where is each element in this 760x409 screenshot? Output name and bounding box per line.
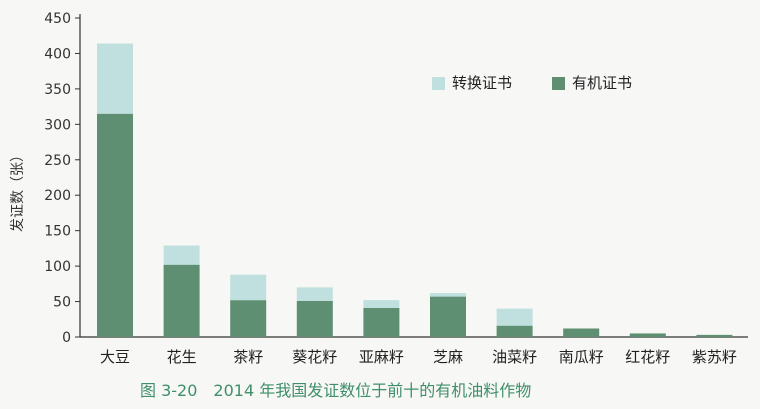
bar-organic-3	[296, 300, 333, 337]
y-axis-label: 发证数（张）	[10, 148, 26, 232]
x-tick-label: 花生	[167, 348, 197, 366]
y-axis: 0 50 100 150 200 250 300 350 400 450	[44, 11, 81, 346]
x-tick-label: 红花籽	[625, 348, 670, 366]
legend-label: 转换证书	[452, 74, 512, 92]
y-tick-label: 0	[62, 330, 71, 346]
x-tick-label: 亚麻籽	[359, 348, 404, 366]
legend-swatch	[552, 77, 565, 90]
bar-organic-0	[97, 113, 133, 337]
x-axis: 大豆 花生 茶籽 葵花籽 亚麻籽 芝麻 油菜籽 南瓜籽 红花籽 紫苏籽	[80, 336, 748, 366]
bar-conversion-0	[97, 43, 133, 114]
bar-organic-2	[230, 300, 267, 337]
bar-conversion-1	[163, 245, 200, 265]
y-tick-label: 100	[44, 259, 71, 275]
x-tick-label: 南瓜籽	[559, 348, 604, 366]
bar-organic-5	[430, 296, 466, 337]
y-tick-label: 400	[44, 46, 71, 62]
y-tick-label: 50	[53, 295, 71, 311]
legend-swatch	[432, 77, 445, 90]
bar-conversion-2	[230, 274, 267, 301]
legend-label: 有机证书	[572, 74, 632, 92]
x-tick-label: 大豆	[100, 348, 130, 366]
y-tick-label: 250	[44, 153, 71, 169]
bar-conversion-5	[430, 293, 466, 297]
bar-organic-1	[163, 264, 200, 337]
bar-organic-7	[563, 328, 600, 337]
bar-organic-9	[696, 334, 733, 337]
x-tick-label: 茶籽	[233, 348, 263, 366]
bar-organic-8	[629, 333, 666, 337]
y-tick-label: 300	[44, 117, 71, 133]
bar-conversion-3	[296, 287, 333, 301]
bar-organic-4	[363, 307, 400, 337]
legend: 转换证书 有机证书	[432, 74, 632, 92]
y-tick-label: 200	[44, 188, 71, 204]
bar-conversion-4	[363, 300, 400, 308]
y-tick-label: 450	[44, 11, 71, 27]
bar-conversion-6	[496, 308, 533, 326]
bars	[97, 43, 733, 337]
x-tick-label: 芝麻	[433, 348, 463, 366]
y-tick-label: 350	[44, 82, 71, 98]
y-tick-label: 150	[44, 224, 71, 240]
x-tick-label: 紫苏籽	[692, 348, 737, 366]
bar-organic-6	[496, 325, 533, 337]
figure-caption: 图 3-20 2014 年我国发证数位于前十的有机油料作物	[140, 381, 531, 400]
x-tick-label: 葵花籽	[292, 348, 337, 366]
x-tick-label: 油菜籽	[492, 348, 537, 366]
